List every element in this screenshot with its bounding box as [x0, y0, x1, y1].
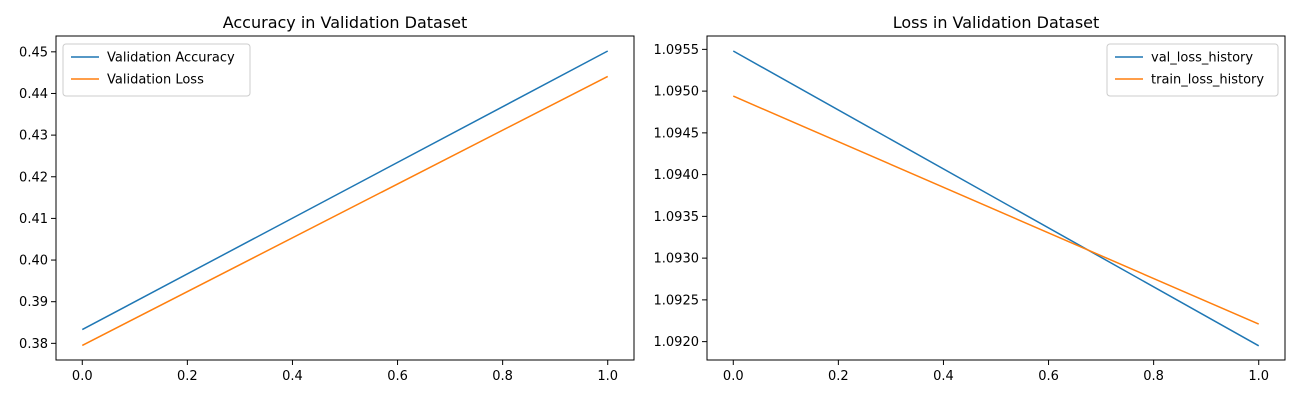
y-tick-label: 1.0945 — [654, 126, 700, 141]
x-tick-label: 0.8 — [1143, 369, 1164, 384]
accuracy-chart: Accuracy in Validation Dataset 0.0 0.2 0.4… — [19, 13, 635, 384]
legend-label: Validation Loss — [107, 73, 204, 88]
loss-chart: Loss in Validation Dataset 0.0 0.2 0.4 0.6 0… — [654, 13, 1286, 384]
chart-title: Accuracy in Validation Dataset — [223, 13, 468, 32]
x-tick-label: 0.6 — [1038, 369, 1059, 384]
x-tick-label: 1.0 — [597, 369, 618, 384]
x-tick-label: 1.0 — [1248, 369, 1269, 384]
y-tick-label: 1.0935 — [654, 210, 700, 225]
legend: Validation Accuracy Validation Loss — [62, 43, 251, 97]
legend-box — [1106, 43, 1279, 97]
y-tick-label: 0.45 — [19, 45, 48, 60]
y-tick-label: 1.0955 — [654, 43, 700, 58]
y-tick-label: 0.40 — [19, 254, 48, 269]
x-tick-label: 0.6 — [387, 369, 408, 384]
legend-label: Validation Accuracy — [107, 51, 235, 66]
series-line-0 — [732, 50, 1260, 347]
legend-box — [62, 43, 251, 97]
x-tick-label: 0.0 — [72, 369, 93, 384]
legend: val_loss_history train_loss_history — [1106, 43, 1279, 97]
axes-frame — [55, 35, 635, 361]
series-line-0 — [81, 50, 609, 331]
x-tick-label: 0.2 — [177, 369, 198, 384]
y-tick-label: 1.0925 — [654, 293, 700, 308]
x-tick-label: 0.2 — [828, 369, 849, 384]
y-tick-label: 0.38 — [19, 337, 48, 352]
y-tick-label: 1.0930 — [654, 252, 700, 267]
series-line-1 — [81, 75, 609, 347]
axes-frame — [706, 35, 1286, 361]
legend-label: train_loss_history — [1151, 73, 1264, 88]
x-tick-label: 0.0 — [723, 369, 744, 384]
y-tick-label: 1.0950 — [654, 85, 700, 100]
y-tick-label: 0.39 — [19, 295, 48, 310]
chart-title: Loss in Validation Dataset — [893, 13, 1100, 32]
legend-label: val_loss_history — [1151, 51, 1253, 66]
series-line-1 — [732, 95, 1260, 325]
y-tick-label: 0.42 — [19, 170, 48, 185]
y-tick-label: 0.41 — [19, 212, 48, 227]
y-tick-label: 1.0940 — [654, 168, 700, 183]
y-tick-label: 0.43 — [19, 129, 48, 144]
x-tick-label: 0.8 — [492, 369, 513, 384]
x-tick-label: 0.4 — [282, 369, 303, 384]
y-tick-label: 0.44 — [19, 87, 48, 102]
y-tick-label: 1.0920 — [654, 335, 700, 350]
x-tick-label: 0.4 — [933, 369, 954, 384]
